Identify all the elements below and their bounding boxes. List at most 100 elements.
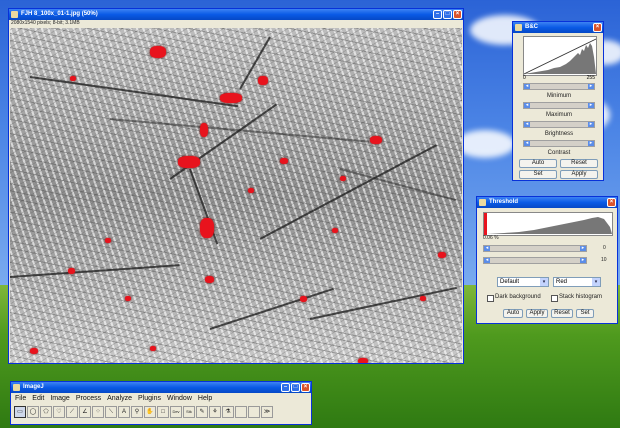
minimize-icon[interactable]: –: [281, 383, 290, 392]
threshold-window[interactable]: Threshold × 0.06 % ◂ ▸ 0 ◂ ▸ 10 Default ▾ …: [476, 196, 618, 324]
chevron-down-icon: ▾: [592, 278, 600, 286]
brightness-slider[interactable]: ◂ ▸: [523, 121, 595, 128]
blank-tool-icon[interactable]: [235, 406, 247, 418]
menu-process[interactable]: Process: [75, 395, 102, 402]
stack-histogram-checkbox[interactable]: [551, 295, 558, 302]
pencil-tool-icon[interactable]: ✎: [196, 406, 208, 418]
app-icon: [479, 199, 486, 206]
imagej-window[interactable]: ImageJ – □ × File Edit Image Process Ana…: [10, 381, 312, 425]
dropper-tool-icon[interactable]: ⚗: [222, 406, 234, 418]
blank-tool-icon-2[interactable]: [248, 406, 260, 418]
app-icon: [13, 384, 20, 391]
freehand-tool-icon[interactable]: ♡: [53, 406, 65, 418]
image-canvas[interactable]: [10, 28, 462, 363]
threshold-set-button[interactable]: Set: [576, 309, 594, 318]
threshold-apply-button[interactable]: Apply: [526, 309, 548, 318]
hand-tool-icon[interactable]: ✋: [144, 406, 156, 418]
bc-window[interactable]: B&C × 0 255 ◂ ▸ Minimum ◂ ▸ Maximum ◂ ▸ Bri…: [512, 21, 604, 181]
threshold-spot: [150, 346, 156, 351]
threshold-reset-button[interactable]: Reset: [551, 309, 573, 318]
threshold-min-slider[interactable]: ◂ ▸: [483, 245, 587, 252]
threshold-spot: [30, 348, 38, 354]
threshold-window-titlebar[interactable]: Threshold ×: [477, 197, 617, 208]
menu-bar: File Edit Image Process Analyze Plugins …: [15, 395, 212, 402]
close-icon[interactable]: ×: [301, 383, 310, 392]
threshold-spot: [438, 252, 446, 258]
polygon-tool-icon[interactable]: ⬠: [40, 406, 52, 418]
threshold-histogram: [483, 212, 613, 236]
image-window-title: FJH 8_100x_01-1.jpg (50%): [21, 11, 98, 17]
threshold-mode-value: Red: [556, 279, 568, 285]
contrast-label: Contrast: [547, 150, 571, 156]
imagej-window-titlebar[interactable]: ImageJ – □ ×: [11, 382, 311, 393]
crack: [109, 118, 370, 143]
cloud: [455, 130, 515, 158]
brightness-label: Brightness: [544, 131, 574, 137]
bc-histogram: [523, 36, 597, 76]
minimize-icon[interactable]: –: [433, 10, 442, 19]
threshold-percent: 0.06 %: [483, 235, 499, 241]
wand-tool-icon[interactable]: ⟍: [105, 406, 117, 418]
threshold-spot: [340, 176, 346, 181]
bc-reset-button[interactable]: Reset: [560, 159, 598, 168]
image-window-titlebar[interactable]: FJH 8_100x_01-1.jpg (50%) – □ ×: [9, 9, 463, 20]
threshold-spot: [332, 228, 338, 233]
threshold-min-value: 0: [603, 245, 606, 251]
brush-tool-icon[interactable]: ⚘: [209, 406, 221, 418]
menu-image[interactable]: Image: [50, 395, 70, 402]
stack-tool-icon[interactable]: Stk: [183, 406, 195, 418]
maximize-icon[interactable]: □: [291, 383, 300, 392]
oval-tool-icon[interactable]: ◯: [27, 406, 39, 418]
threshold-spot: [178, 156, 200, 168]
menu-edit[interactable]: Edit: [32, 395, 45, 402]
maximum-label: Maximum: [545, 112, 572, 118]
bc-range-max: 255: [586, 75, 595, 81]
contrast-slider[interactable]: ◂ ▸: [523, 140, 595, 147]
minimum-label: Minimum: [546, 93, 572, 99]
dev-tool-icon[interactable]: Dev: [170, 406, 182, 418]
menu-plugins[interactable]: Plugins: [138, 395, 161, 402]
threshold-spot: [200, 123, 208, 137]
bc-set-button[interactable]: Set: [519, 170, 557, 179]
point-tool-icon[interactable]: ⁘: [92, 406, 104, 418]
menu-help[interactable]: Help: [197, 395, 213, 402]
bc-window-titlebar[interactable]: B&C ×: [513, 22, 603, 33]
threshold-window-title: Threshold: [489, 199, 519, 205]
color-picker-icon[interactable]: □: [157, 406, 169, 418]
threshold-spot: [258, 76, 268, 85]
threshold-max-slider[interactable]: ◂ ▸: [483, 257, 587, 264]
maximum-slider[interactable]: ◂ ▸: [523, 102, 595, 109]
threshold-histogram-plot: [484, 213, 612, 235]
zoom-tool-icon[interactable]: ⚲: [131, 406, 143, 418]
app-icon: [515, 24, 522, 31]
threshold-spot: [220, 93, 242, 103]
more-tools-icon[interactable]: ≫: [261, 406, 273, 418]
menu-window[interactable]: Window: [166, 395, 192, 402]
text-tool-icon[interactable]: A: [118, 406, 130, 418]
menu-analyze[interactable]: Analyze: [107, 395, 133, 402]
bc-auto-button[interactable]: Auto: [519, 159, 557, 168]
close-icon[interactable]: ×: [607, 198, 616, 207]
threshold-spot: [150, 46, 166, 58]
menu-file[interactable]: File: [15, 395, 27, 402]
close-icon[interactable]: ×: [593, 23, 602, 32]
threshold-mode-select[interactable]: Red ▾: [553, 277, 601, 287]
chevron-down-icon: ▾: [540, 278, 548, 286]
close-icon[interactable]: ×: [453, 10, 462, 19]
crack: [169, 103, 278, 180]
minimum-slider[interactable]: ◂ ▸: [523, 83, 595, 90]
bc-apply-button[interactable]: Apply: [560, 170, 598, 179]
threshold-method-select[interactable]: Default ▾: [497, 277, 549, 287]
bc-range-min: 0: [523, 75, 526, 81]
threshold-spot: [68, 268, 75, 274]
threshold-spot: [370, 136, 382, 144]
rectangle-tool-icon[interactable]: ▭: [14, 406, 26, 418]
stack-histogram-label: Stack histogram: [559, 294, 603, 300]
dark-background-checkbox[interactable]: [487, 295, 494, 302]
image-window[interactable]: FJH 8_100x_01-1.jpg (50%) – □ × 2080x154…: [8, 8, 464, 364]
maximize-icon[interactable]: □: [443, 10, 452, 19]
threshold-auto-button[interactable]: Auto: [503, 309, 523, 318]
angle-tool-icon[interactable]: ∠: [79, 406, 91, 418]
line-tool-icon[interactable]: ⟋: [66, 406, 78, 418]
threshold-spot: [300, 296, 307, 302]
